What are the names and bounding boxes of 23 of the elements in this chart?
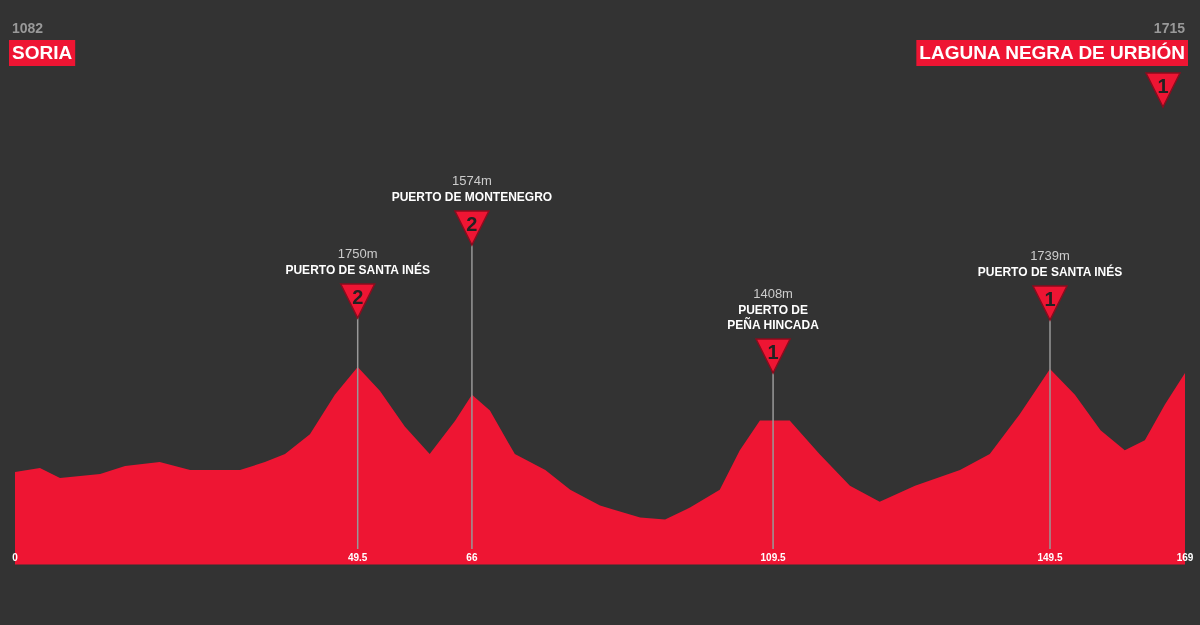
x-tick-label: 169 (1176, 552, 1194, 563)
x-tick-label: 0 (12, 552, 19, 563)
text: LAGUNA NEGRA DE URBIÓN (919, 42, 1185, 63)
text: 1750m (337, 246, 378, 261)
text: 2 (352, 286, 364, 308)
text: 2 (466, 213, 478, 235)
x-tick-label: 49.5 (347, 552, 368, 563)
x-tick-label: 109.5 (760, 552, 787, 563)
text: PUERTO DE SANTA INÉS (285, 262, 430, 277)
text: 1715 (1153, 20, 1186, 36)
text: PUERTO DE PEÑA HINCADA (727, 303, 820, 332)
text: PUERTO DE MONTENEGRO (391, 190, 553, 204)
text: PUERTO DE SANTA INÉS (977, 264, 1123, 279)
text: 1 (1157, 75, 1169, 97)
text: 1408m (753, 286, 793, 301)
text: 1574m (452, 173, 492, 188)
text: 1 (1044, 288, 1056, 310)
x-tick-label: 66 (466, 552, 478, 563)
text: 1 (767, 341, 779, 363)
text: 1082 (12, 20, 44, 36)
x-tick-label: 149.5 (1037, 552, 1063, 563)
text: 1739m (1030, 248, 1070, 263)
text: SORIA (12, 42, 73, 63)
